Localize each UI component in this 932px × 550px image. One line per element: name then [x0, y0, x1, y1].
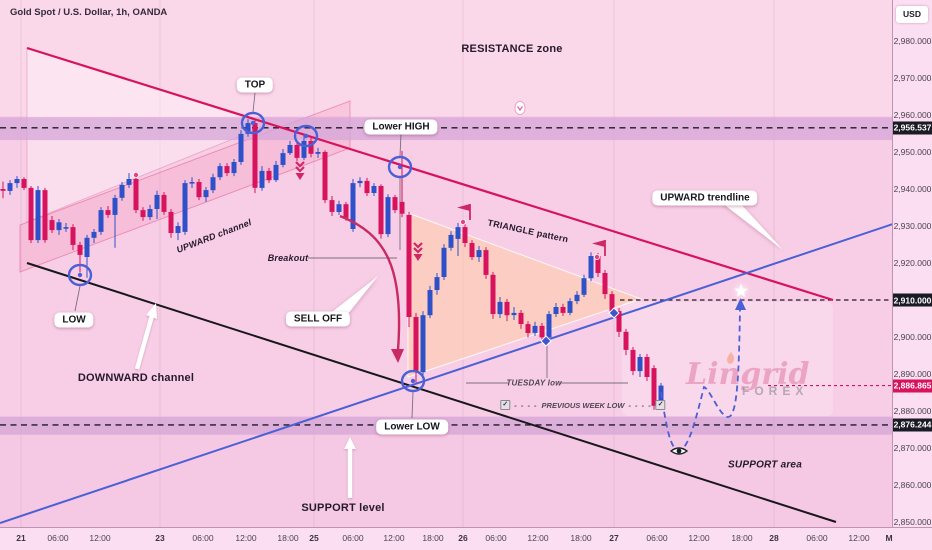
sell-arrow-head	[295, 173, 305, 180]
price-tick: 2,980.000	[893, 36, 932, 46]
time-tick: 21	[16, 533, 26, 543]
previous-week-low-text: PREVIOUS WEEK LOW	[541, 400, 625, 410]
price-tick: 2,900.000	[893, 332, 932, 342]
price-badge: 2,956.537	[893, 121, 932, 135]
resistance-zone-label[interactable]: RESISTANCE zone	[461, 43, 563, 55]
upward-trendline-badge[interactable]: UPWARD trendline	[652, 190, 758, 206]
callout-pointer	[722, 203, 783, 250]
guide-arrow	[134, 303, 157, 370]
price-tick: 2,950.000	[893, 147, 932, 157]
swing-dot	[132, 171, 139, 178]
time-tick: 27	[609, 533, 619, 543]
price-tick: 2,930.000	[893, 221, 932, 231]
time-tick: 12:00	[688, 533, 710, 543]
time-tick: 18:00	[422, 533, 444, 543]
lower-high-badge[interactable]: Lower HIGH	[364, 119, 438, 135]
time-tick: 06:00	[806, 533, 828, 543]
downward-channel-line	[26, 262, 837, 523]
time-tick: 06:00	[485, 533, 507, 543]
price-badge: 2,886.865	[893, 379, 932, 393]
time-tick: 25	[309, 533, 319, 543]
time-tick: 06:00	[646, 533, 668, 543]
callout-pointer	[332, 276, 378, 319]
price-tick: 2,850.000	[893, 517, 932, 527]
eye-icon	[669, 447, 689, 455]
price-tick: 2,940.000	[893, 184, 932, 194]
flame-icon	[727, 352, 735, 364]
time-tick: 18:00	[277, 533, 299, 543]
time-tick: 12:00	[527, 533, 549, 543]
price-tick: 2,920.000	[893, 258, 932, 268]
price-tick: 2,970.000	[893, 73, 932, 83]
time-tick: 06:00	[342, 533, 364, 543]
sell-off-arrow	[339, 214, 401, 351]
sell-off-badge[interactable]: SELL OFF	[285, 311, 351, 327]
low-badge[interactable]: LOW	[54, 312, 94, 328]
time-tick: 23	[155, 533, 165, 543]
pin-marker	[608, 307, 620, 319]
price-tick: 2,860.000	[893, 480, 932, 490]
star-icon	[733, 283, 749, 298]
swing-circle	[67, 263, 93, 287]
time-axis[interactable]: 21 06:00 12:00 23 06:00 12:00 18:00 25 06:00 12:0…	[0, 527, 932, 550]
upward-trendline	[0, 223, 893, 524]
price-tick: 2,870.000	[893, 443, 932, 453]
downward-channel-label[interactable]: DOWNWARD channel	[77, 372, 195, 384]
time-tick: 12:00	[848, 533, 870, 543]
sell-arrow-head	[413, 254, 423, 261]
chart-canvas[interactable]	[0, 0, 893, 528]
price-tick: 2,890.000	[893, 369, 932, 379]
flag-icon	[592, 240, 606, 256]
dash-decoration: - - - -	[628, 400, 652, 410]
swing-dot	[459, 218, 466, 225]
price-tick: 2,960.000	[893, 110, 932, 120]
price-axis[interactable]: USD 2,980.000 2,970.000 2,960.000 2,950.000…	[892, 0, 932, 528]
pin-marker	[540, 335, 552, 347]
breakout-label[interactable]: Breakout	[267, 253, 309, 263]
checkbox-icon: ✓	[655, 400, 666, 410]
time-tick: 28	[769, 533, 779, 543]
swing-circle	[387, 155, 413, 179]
sell-arrow-icon	[413, 242, 423, 254]
candlestick-series	[0, 119, 664, 410]
time-tick: 12:00	[235, 533, 257, 543]
time-tick: M	[885, 533, 893, 543]
checkbox-icon: ✓	[500, 400, 511, 410]
down-arrow-sticker-icon	[514, 101, 526, 115]
axis-corner	[893, 528, 932, 550]
support-level-label[interactable]: SUPPORT level	[301, 502, 385, 514]
swing-circle	[293, 124, 319, 148]
price-badge: 2,876.244	[893, 418, 932, 432]
top-badge[interactable]: TOP	[236, 77, 274, 93]
flag-icon	[457, 204, 471, 220]
symbol-title[interactable]: Gold Spot / U.S. Dollar, 1h, OANDA	[10, 7, 168, 18]
time-tick: 12:00	[89, 533, 111, 543]
time-tick: 06:00	[47, 533, 69, 543]
time-tick: 18:00	[570, 533, 592, 543]
swing-circle	[400, 369, 426, 393]
price-tick: 2,880.000	[893, 406, 932, 416]
time-tick: 26	[458, 533, 468, 543]
support-area-label[interactable]: SUPPORT area	[728, 459, 802, 471]
currency-button[interactable]: USD	[896, 6, 928, 23]
resistance-trendline	[26, 46, 834, 302]
time-tick: 12:00	[383, 533, 405, 543]
sell-arrow-icon	[295, 161, 305, 173]
time-tick: 18:00	[731, 533, 753, 543]
swing-dot	[594, 253, 601, 260]
dash-decoration: - - - -	[514, 400, 538, 410]
swing-circle	[240, 111, 266, 135]
price-badge: 2,910.000	[893, 293, 932, 307]
price-band	[0, 117, 893, 141]
guide-arrow	[344, 437, 356, 498]
tuesday-low-label[interactable]: TUESDAY low	[506, 378, 562, 388]
lower-low-badge[interactable]: Lower LOW	[376, 419, 448, 435]
previous-week-low-label[interactable]: ✓ - - - - PREVIOUS WEEK LOW - - - - ✓	[500, 400, 666, 410]
projection-path	[660, 306, 741, 451]
time-tick: 06:00	[192, 533, 214, 543]
